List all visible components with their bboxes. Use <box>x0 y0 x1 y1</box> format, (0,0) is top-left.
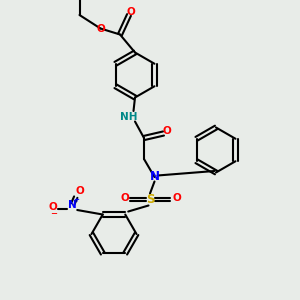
Text: O: O <box>172 193 182 203</box>
Text: O: O <box>96 23 105 34</box>
Text: S: S <box>146 193 154 206</box>
Text: −: − <box>50 209 57 218</box>
Text: O: O <box>120 193 129 203</box>
Text: O: O <box>76 185 85 196</box>
Text: N: N <box>68 200 76 210</box>
Text: NH: NH <box>120 112 138 122</box>
Text: O: O <box>126 7 135 17</box>
Text: O: O <box>163 125 172 136</box>
Text: O: O <box>48 202 57 212</box>
Text: +: + <box>74 197 79 203</box>
Text: N: N <box>149 170 160 184</box>
